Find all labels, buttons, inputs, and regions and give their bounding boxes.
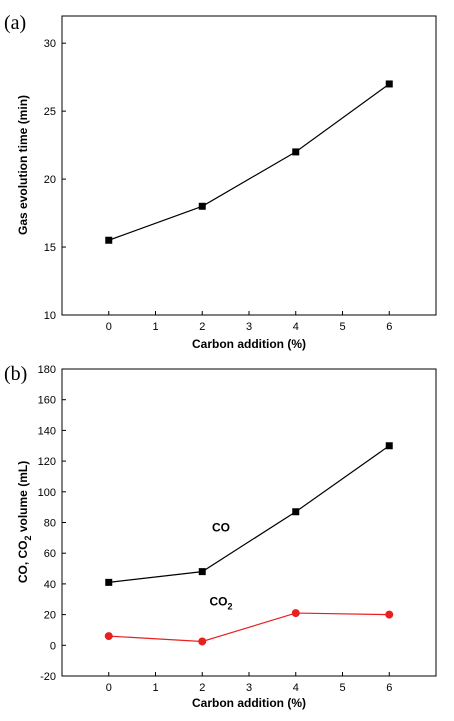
panel-a-ticks: 0 1 2 3 4 5 6 10 15 20 25 30 xyxy=(44,38,393,333)
panel-b-y-tick-label: 180 xyxy=(38,364,56,376)
panel-b-x-tick-label: 0 xyxy=(106,682,112,694)
panel-b-series-0-point xyxy=(105,578,113,586)
panel-a-y-tick-label: 20 xyxy=(44,174,56,186)
series-label-co2-text: CO xyxy=(209,594,227,608)
panel-a-y-tick-label: 10 xyxy=(44,310,56,322)
panel-b-series-1-point xyxy=(104,632,113,641)
panel-a-series-0-line xyxy=(108,83,390,241)
panel-b-y-tick-label: 120 xyxy=(38,456,56,468)
panel-a-x-tick-label: 5 xyxy=(339,321,345,333)
panel-b-y-tick-label: 0 xyxy=(50,640,56,652)
series-label-co: CO xyxy=(212,521,230,535)
panel-b-y-tick-label: 40 xyxy=(44,579,56,591)
panel-b-series-1-point xyxy=(291,609,300,618)
panel-a-y-tick-label: 30 xyxy=(44,38,56,50)
panel-b-series xyxy=(104,442,394,646)
panel-b-series-0-point xyxy=(292,508,300,516)
panel-a-x-tick-label: 0 xyxy=(106,321,112,333)
panel-b-x-tick-label: 3 xyxy=(246,682,252,694)
panel-a-x-tick-label: 6 xyxy=(386,321,392,333)
panel-a: (a) 0 1 2 3 4 5 6 10 15 20 25 30 Carbon addition (%… xyxy=(4,12,437,351)
panel-a-series-0-point xyxy=(385,80,393,88)
panel-a-x-axis-title: Carbon addition (%) xyxy=(192,337,306,351)
panel-a-plot-frame xyxy=(61,15,437,316)
panel-b-series-1-point xyxy=(385,610,394,619)
panel-b-y-axis-title: CO, CO2 volume (mL) xyxy=(16,461,33,583)
panel-b-x-tick-label: 6 xyxy=(386,682,392,694)
panel-b-x-tick-label: 1 xyxy=(152,682,158,694)
panel-a-series-0-point xyxy=(292,148,300,156)
panel-a-y-tick-label: 25 xyxy=(44,106,56,118)
panel-b-label: (b) xyxy=(4,363,27,385)
panel-b-y-tick-label: 60 xyxy=(44,548,56,560)
series-label-co-text: CO xyxy=(212,521,230,535)
panel-b-x-tick-label: 5 xyxy=(339,682,345,694)
panel-b-y-axis-title-rest: volume (mL) xyxy=(16,461,30,536)
panel-a-y-tick-label: 15 xyxy=(44,242,56,254)
panel-b-x-axis-title: Carbon addition (%) xyxy=(192,696,306,710)
panel-b-x-tick-label: 4 xyxy=(293,682,299,694)
panel-a-series-0-point xyxy=(105,236,113,244)
panel-a-series xyxy=(105,80,393,244)
panel-b-series-0-line xyxy=(108,445,390,583)
panel-b-y-tick-label: 160 xyxy=(38,395,56,407)
panel-a-label: (a) xyxy=(4,12,26,34)
panel-b-y-tick-label: -20 xyxy=(40,671,56,683)
panel-b-y-tick-label: 100 xyxy=(38,487,56,499)
series-label-co2: CO2 xyxy=(209,594,232,611)
panel-b-ticks: 0 1 2 3 4 5 6 -20 0 20 40 60 80 100 120 140 160 180 xyxy=(38,364,393,694)
panel-b-series-0-point xyxy=(385,442,393,450)
panel-a-series-0-point xyxy=(198,202,206,210)
panel-a-x-tick-label: 1 xyxy=(152,321,158,333)
panel-b-series-1-line xyxy=(108,612,390,643)
panel-b-y-axis-title-sub: 2 xyxy=(23,535,33,540)
panel-a-x-tick-label: 2 xyxy=(199,321,205,333)
panel-b-y-tick-label: 140 xyxy=(38,425,56,437)
panel-b: (b) 0 1 2 3 4 5 6 -20 0 20 40 60 80 100 120 140 160 180 C… xyxy=(4,363,437,710)
series-label-co2-subscript: 2 xyxy=(227,601,232,611)
panel-b-series-0-point xyxy=(198,568,206,576)
panel-b-series-1-point xyxy=(198,637,207,646)
panel-a-y-axis-title: Gas evolution time (min) xyxy=(16,95,30,235)
panel-b-y-tick-label: 80 xyxy=(44,518,56,530)
panel-a-x-tick-label: 3 xyxy=(246,321,252,333)
panel-a-x-tick-label: 4 xyxy=(293,321,299,333)
panel-b-y-tick-label: 20 xyxy=(44,610,56,622)
panel-b-plot-frame xyxy=(61,368,437,677)
panel-b-y-axis-title-main: CO, CO xyxy=(16,541,30,584)
panel-b-x-tick-label: 2 xyxy=(199,682,205,694)
